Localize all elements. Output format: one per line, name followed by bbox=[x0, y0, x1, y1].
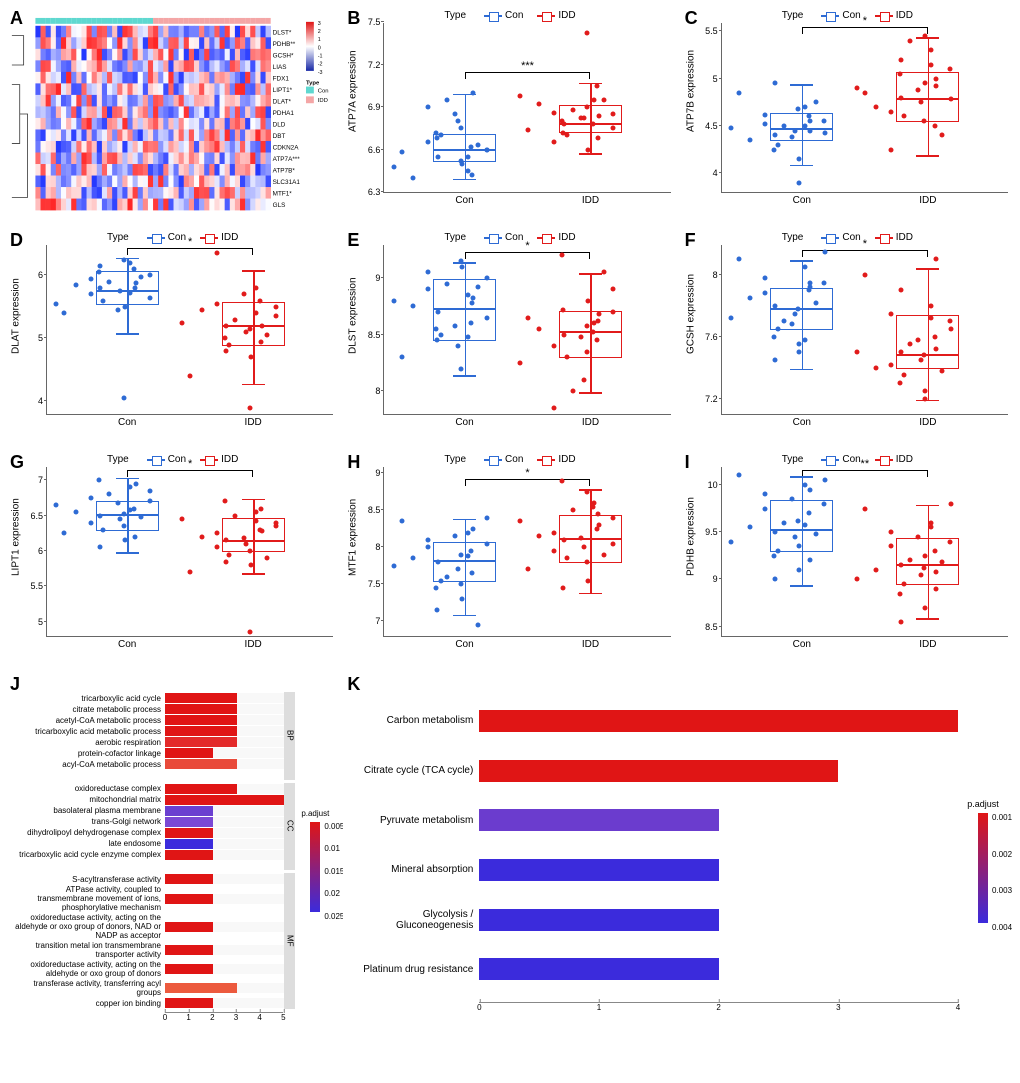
kegg-bar: Pyruvate metabolism bbox=[349, 809, 958, 831]
panel-F-boxplot: F Type .legend-swatch[style*='#2e6bd4']:… bbox=[681, 228, 1014, 446]
svg-text:SLC31A1: SLC31A1 bbox=[273, 179, 301, 186]
section-CC: CC bbox=[284, 783, 295, 871]
enrich-bar: dihydrolipoyl dehydrogenase complex bbox=[10, 828, 284, 838]
plot-area-E: 88.59ConIDD* bbox=[383, 245, 670, 415]
svg-text:DLAT*: DLAT* bbox=[273, 99, 292, 106]
svg-text:IDD: IDD bbox=[318, 98, 328, 104]
enrich-bar: trans-Golgi network bbox=[10, 817, 284, 827]
svg-text:-3: -3 bbox=[318, 70, 323, 76]
enrich-bar: tricarboxylic acid cycle bbox=[10, 693, 284, 703]
svg-text:LIAS: LIAS bbox=[273, 64, 287, 71]
legend-G: Type .legend-swatch[style*='#2e6bd4']::b… bbox=[6, 450, 339, 465]
panel-D-boxplot: D Type .legend-swatch[style*='#2e6bd4']:… bbox=[6, 228, 339, 446]
panel-label-I: I bbox=[685, 452, 690, 473]
kegg-bar: Citrate cycle (TCA cycle) bbox=[349, 760, 958, 782]
kegg-bar: Glycolysis / Gluconeogenesis bbox=[349, 909, 958, 931]
legend-H: Type .legend-swatch[style*='#2e6bd4']::b… bbox=[343, 450, 676, 465]
panel-J-enrichment: J tricarboxylic acid cycle citrate metab… bbox=[6, 672, 339, 1032]
svg-text:-1: -1 bbox=[318, 53, 323, 59]
svg-text:DLST*: DLST* bbox=[273, 29, 292, 36]
svg-text:Con: Con bbox=[318, 88, 329, 94]
panel-label-A: A bbox=[10, 8, 23, 29]
svg-text:MTF1*: MTF1* bbox=[273, 191, 293, 198]
svg-text:1: 1 bbox=[318, 37, 321, 43]
plot-area-I: 8.599.510ConIDD** bbox=[721, 467, 1008, 637]
plot-area-H: 77.588.59ConIDD* bbox=[383, 467, 670, 637]
ylabel-E: DLST expression bbox=[348, 278, 359, 355]
svg-text:2: 2 bbox=[318, 29, 321, 35]
legend-E: Type .legend-swatch[style*='#2e6bd4']::b… bbox=[343, 228, 676, 243]
kegg-bar: Mineral absorption bbox=[349, 859, 958, 881]
panel-B-boxplot: B Type .legend-swatch[style*='#2e6bd4']:… bbox=[343, 6, 676, 224]
enrich-bar: tricarboxylic acid metabolic process bbox=[10, 726, 284, 736]
panel-A-heatmap: A DLST* PDHB** GCSH* LIAS FDX1 LIPT1* DLAT* PDH… bbox=[6, 6, 339, 224]
legend-F: Type .legend-swatch[style*='#2e6bd4']::b… bbox=[681, 228, 1014, 243]
panel-E-boxplot: E Type .legend-swatch[style*='#2e6bd4']:… bbox=[343, 228, 676, 446]
svg-text:FDX1: FDX1 bbox=[273, 76, 290, 83]
enrich-bar: ATPase activity, coupled to transmembran… bbox=[10, 885, 284, 912]
kegg-bar: Carbon metabolism bbox=[349, 710, 958, 732]
ylabel-F: GCSH expression bbox=[685, 274, 696, 354]
panel-I-boxplot: I Type .legend-swatch[style*='#2e6bd4']:… bbox=[681, 450, 1014, 668]
panel-C-boxplot: C Type .legend-swatch[style*='#2e6bd4']:… bbox=[681, 6, 1014, 224]
svg-text:3: 3 bbox=[318, 21, 321, 27]
enrich-bar: transferase activity, transferring acyl … bbox=[10, 979, 284, 997]
kegg-bar: Platinum drug resistance bbox=[349, 958, 958, 980]
svg-text:DLD: DLD bbox=[273, 122, 286, 129]
enrich-bar: transition metal ion transmembrane trans… bbox=[10, 941, 284, 959]
plot-area-G: 55.566.57ConIDD* bbox=[46, 467, 333, 637]
enrich-bar: protein-cofactor linkage bbox=[10, 748, 284, 758]
svg-text:PDHB**: PDHB** bbox=[273, 41, 296, 48]
plot-area-B: 6.36.66.97.27.5ConIDD*** bbox=[383, 23, 670, 193]
panel-label-B: B bbox=[347, 8, 360, 29]
enrich-bar: aerobic respiration bbox=[10, 737, 284, 747]
heatmap-svg: DLST* PDHB** GCSH* LIAS FDX1 LIPT1* DLAT* PDHA1… bbox=[6, 6, 339, 224]
enrich-bar: tricarboxylic acid cycle enzyme complex bbox=[10, 850, 284, 860]
enrich-bar: acetyl-CoA metabolic process bbox=[10, 715, 284, 725]
panel-label-K: K bbox=[347, 674, 360, 695]
section-MF: MF bbox=[284, 873, 295, 1009]
panel-H-boxplot: H Type .legend-swatch[style*='#2e6bd4']:… bbox=[343, 450, 676, 668]
plot-area-D: 456ConIDD* bbox=[46, 245, 333, 415]
panel-label-G: G bbox=[10, 452, 24, 473]
figure-grid: A DLST* PDHB** GCSH* LIAS FDX1 LIPT1* DLAT* PDH… bbox=[6, 6, 1014, 1032]
enrich-bar: S-acyltransferase activity bbox=[10, 874, 284, 884]
enrich-bar: oxidoreductase activity, acting on the a… bbox=[10, 913, 284, 940]
enrich-bar: mitochondrial matrix bbox=[10, 795, 284, 805]
svg-text:ATP7B*: ATP7B* bbox=[273, 168, 296, 175]
enrich-bar: oxidoreductase complex bbox=[10, 784, 284, 794]
enrich-bar: acyl-CoA metabolic process bbox=[10, 759, 284, 769]
svg-text:GLS: GLS bbox=[273, 202, 286, 209]
panel-K-enrichment: K Carbon metabolism Citrate cycle (TCA c… bbox=[343, 672, 1014, 1032]
legend-C: Type .legend-swatch[style*='#2e6bd4']::b… bbox=[681, 6, 1014, 21]
svg-text:ATP7A***: ATP7A*** bbox=[273, 156, 301, 163]
svg-text:0: 0 bbox=[318, 45, 321, 51]
plot-area-C: 44.555.5ConIDD* bbox=[721, 23, 1008, 193]
svg-text:DBT: DBT bbox=[273, 133, 286, 140]
panel-G-boxplot: G Type .legend-swatch[style*='#2e6bd4']:… bbox=[6, 450, 339, 668]
enrich-bar: basolateral plasma membrane bbox=[10, 806, 284, 816]
svg-text:-2: -2 bbox=[318, 62, 323, 68]
section-BP: BP bbox=[284, 692, 295, 780]
legend-B: Type .legend-swatch[style*='#2e6bd4']::b… bbox=[343, 6, 676, 21]
enrich-bar: citrate metabolic process bbox=[10, 704, 284, 714]
svg-text:CDKN2A: CDKN2A bbox=[273, 145, 300, 152]
svg-text:GCSH*: GCSH* bbox=[273, 52, 294, 59]
legend-D: Type .legend-swatch[style*='#2e6bd4']::b… bbox=[6, 228, 339, 243]
plot-area-F: 7.27.68ConIDD* bbox=[721, 245, 1008, 415]
enrich-bar: copper ion binding bbox=[10, 998, 284, 1008]
legend-I: Type .legend-swatch[style*='#2e6bd4']::b… bbox=[681, 450, 1014, 465]
enrich-bar: oxidoreductase activity, acting on the a… bbox=[10, 960, 284, 978]
panel-label-H: H bbox=[347, 452, 360, 473]
svg-text:LIPT1*: LIPT1* bbox=[273, 87, 293, 94]
svg-text:Type: Type bbox=[306, 81, 320, 87]
panel-label-D: D bbox=[10, 230, 23, 251]
panel-label-C: C bbox=[685, 8, 698, 29]
panel-label-J: J bbox=[10, 674, 20, 695]
enrich-bar: late endosome bbox=[10, 839, 284, 849]
svg-text:PDHA1: PDHA1 bbox=[273, 110, 295, 117]
panel-label-F: F bbox=[685, 230, 696, 251]
panel-label-E: E bbox=[347, 230, 359, 251]
